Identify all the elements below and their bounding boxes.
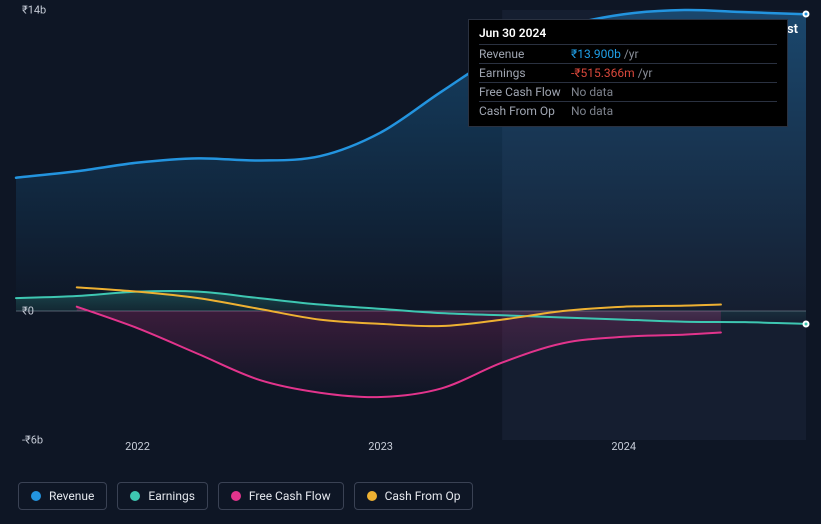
legend-item[interactable]: Revenue xyxy=(18,482,107,510)
tooltip-row: Revenue₹13.900b/yr xyxy=(479,44,777,63)
legend-swatch xyxy=(31,491,41,501)
series-end-marker xyxy=(803,11,810,18)
series-end-marker xyxy=(803,320,810,327)
tooltip-row-suffix: /yr xyxy=(638,66,653,80)
tooltip-row: Earnings-₹515.366m/yr xyxy=(479,63,777,82)
x-axis-label: 2024 xyxy=(611,440,636,462)
legend-item[interactable]: Earnings xyxy=(117,482,208,510)
y-axis-label: ₹0 xyxy=(22,305,34,318)
legend-label: Earnings xyxy=(148,489,195,503)
y-axis-label: -₹6b xyxy=(22,434,43,447)
tooltip-row-value: No data xyxy=(571,104,613,118)
legend-label: Cash From Op xyxy=(385,489,461,503)
tooltip-row-key: Cash From Op xyxy=(479,104,571,118)
legend-label: Revenue xyxy=(49,489,94,503)
legend-swatch xyxy=(130,491,140,501)
legend-label: Free Cash Flow xyxy=(249,489,331,503)
legend-swatch xyxy=(231,491,241,501)
legend-swatch xyxy=(367,491,377,501)
y-axis-label: ₹14b xyxy=(22,4,46,17)
tooltip-date: Jun 30 2024 xyxy=(479,26,777,44)
legend-item[interactable]: Cash From Op xyxy=(354,482,474,510)
tooltip-row-value: ₹13.900b xyxy=(571,47,621,61)
tooltip-row-suffix: /yr xyxy=(624,47,639,61)
tooltip-row-key: Free Cash Flow xyxy=(479,85,571,99)
x-axis-label: 2023 xyxy=(368,440,393,462)
tooltip-row: Free Cash FlowNo data xyxy=(479,82,777,101)
tooltip-row-key: Earnings xyxy=(479,66,571,80)
chart-tooltip: Jun 30 2024 Revenue₹13.900b/yrEarnings-₹… xyxy=(468,19,788,127)
tooltip-row-value: -₹515.366m xyxy=(571,66,635,80)
tooltip-row: Cash From OpNo data xyxy=(479,101,777,120)
tooltip-row-key: Revenue xyxy=(479,47,571,61)
tooltip-row-value: No data xyxy=(571,85,613,99)
x-axis-label: 2022 xyxy=(125,440,150,462)
chart-legend: Revenue Earnings Free Cash Flow Cash From O… xyxy=(18,482,473,510)
legend-item[interactable]: Free Cash Flow xyxy=(218,482,344,510)
